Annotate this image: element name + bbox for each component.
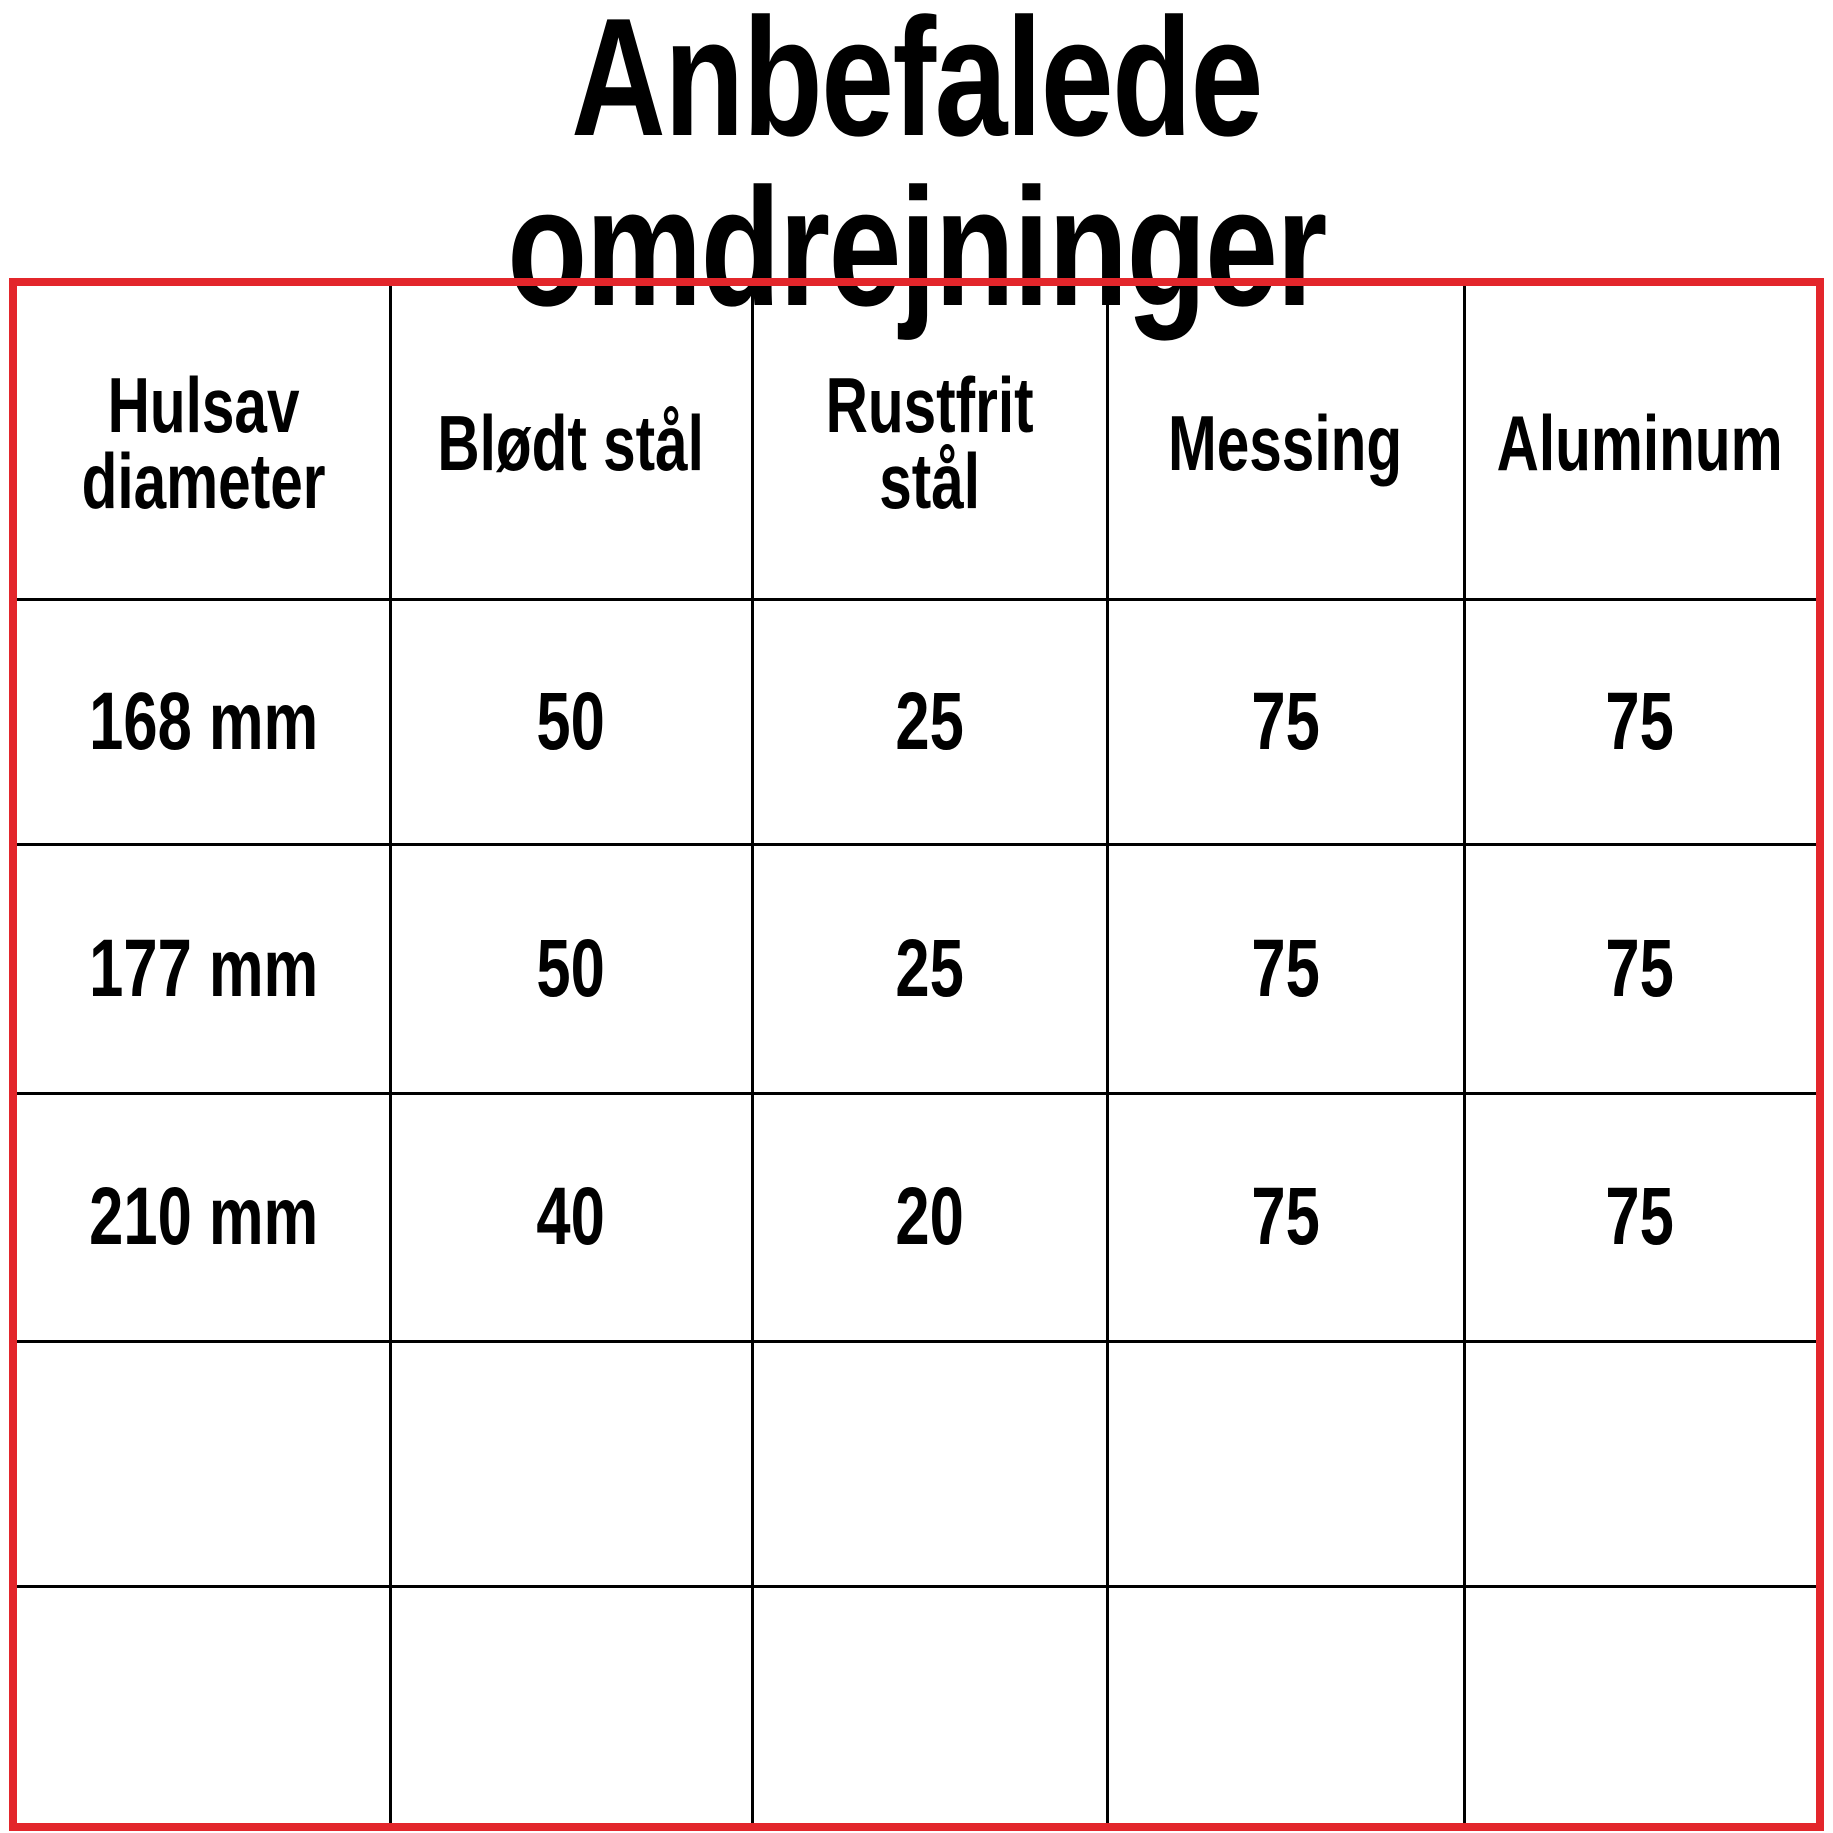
table-cell-text: 75 (1605, 1171, 1675, 1262)
column-divider (1463, 286, 1466, 1823)
table-cell-text: 75 (1251, 922, 1320, 1014)
table-cell-text: 50 (536, 675, 606, 767)
table-cell: 75 (1107, 599, 1464, 844)
table-cell: 210 mm (17, 1093, 390, 1341)
table-header-cell: Messing (1107, 286, 1464, 599)
table-cell: 25 (752, 599, 1107, 844)
table-header-cell: Aluminum (1464, 286, 1816, 599)
column-divider (1106, 286, 1109, 1823)
table-cell (752, 1586, 1107, 1823)
table-cell-text: 177 mm (88, 922, 319, 1014)
table-cell-text: 210 mm (88, 1171, 319, 1262)
table-cell: 75 (1464, 844, 1816, 1093)
table-header-cell: Hulsav diameter (17, 286, 390, 599)
title-text: Anbefalede omdrejninger (507, 0, 1327, 341)
table-cell-text: 40 (536, 1171, 606, 1262)
table-header-cell-text: Hulsav diameter (81, 360, 326, 525)
table-header-cell-text: Blødt stål (437, 398, 705, 487)
row-divider (17, 598, 1816, 601)
table-cell: 40 (390, 1093, 752, 1341)
table-cell: 20 (752, 1093, 1107, 1341)
page-title: Anbefalede omdrejninger (0, 0, 1833, 332)
table-cell-text: 75 (1251, 1171, 1320, 1262)
row-divider (17, 1585, 1816, 1588)
table-cell: 75 (1464, 1093, 1816, 1341)
table-cell (1464, 1586, 1816, 1823)
table-cell: 75 (1107, 844, 1464, 1093)
table-cell (390, 1341, 752, 1586)
table-cell (1107, 1341, 1464, 1586)
column-divider (751, 286, 754, 1823)
row-divider (17, 1340, 1816, 1343)
table-cell: 75 (1107, 1093, 1464, 1341)
table-cell (17, 1341, 390, 1586)
table-cell-text: 75 (1605, 922, 1675, 1014)
table-cell-text: 20 (895, 1171, 964, 1262)
table-cell: 75 (1464, 599, 1816, 844)
table-cell: 50 (390, 844, 752, 1093)
table-cell (17, 1586, 390, 1823)
table-header-cell-text: Messing (1168, 398, 1403, 487)
table-cell (752, 1341, 1107, 1586)
table-cell: 50 (390, 599, 752, 844)
row-divider (17, 843, 1816, 846)
rpm-table: Hulsav diameter Blødt stål Rustfrit stål Mess… (9, 278, 1824, 1831)
table-cell: 25 (752, 844, 1107, 1093)
table-cell-text: 25 (895, 922, 964, 1014)
table-cell (1107, 1586, 1464, 1823)
table-cell-text: 75 (1605, 675, 1675, 767)
table-header-cell: Blødt stål (390, 286, 752, 599)
table-cell: 177 mm (17, 844, 390, 1093)
table-cell-text: 50 (536, 922, 606, 1014)
table-cell (390, 1586, 752, 1823)
table-header-cell: Rustfrit stål (752, 286, 1107, 599)
row-divider (17, 1092, 1816, 1095)
table-header-cell-text: Rustfrit stål (825, 360, 1034, 525)
table-cell (1464, 1341, 1816, 1586)
table-cell: 168 mm (17, 599, 390, 844)
column-divider (389, 286, 392, 1823)
table-cell-text: 168 mm (88, 675, 319, 767)
table-cell-text: 75 (1251, 675, 1320, 767)
table-cell-text: 25 (895, 675, 964, 767)
table-header-cell-text: Aluminum (1497, 398, 1784, 487)
